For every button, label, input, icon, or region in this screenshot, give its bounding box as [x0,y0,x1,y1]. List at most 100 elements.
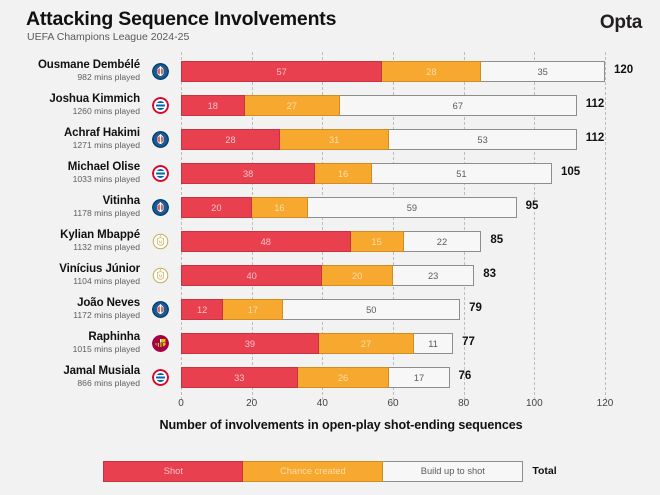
club-badge-barcelona-icon [152,335,169,352]
stacked-bar[interactable]: 39 27 11 [181,333,454,354]
player-label: Ousmane Dembélé 982 mins played [0,58,140,83]
player-minutes: 1033 mins played [72,174,140,184]
bar-segment-shot[interactable]: 12 [181,299,224,320]
stacked-bar[interactable]: 48 15 22 [181,231,482,252]
bar-segment-chance[interactable]: 31 [279,129,390,150]
bar-segment-build[interactable]: 35 [481,61,605,82]
chart-plot-area: Ousmane Dembélé 982 mins played 57 28 35 120 J… [0,52,660,402]
player-minutes: 1172 mins played [73,310,140,320]
player-name: Achraf Hakimi [63,127,140,139]
club-badge-realmadrid-icon: M [152,267,169,284]
stacked-bar[interactable]: 18 27 67 [181,95,577,116]
opta-logo-icon [566,10,591,35]
club-badge-psg-icon [152,131,169,148]
legend-item-build[interactable]: Build up to shot [383,460,524,482]
player-label: Achraf Hakimi 1271 mins played [0,126,140,151]
bar-segment-shot[interactable]: 28 [181,129,280,150]
x-tick-label: 100 [525,398,543,409]
bar-segment-build[interactable]: 51 [371,163,552,184]
bar-segment-chance[interactable]: 26 [297,367,390,388]
club-badge-realmadrid-icon: M [152,233,169,250]
bar-row: Achraf Hakimi 1271 mins played 28 31 53 112 [0,126,660,160]
bar-segment-build[interactable]: 11 [414,333,454,354]
row-total: 120 [614,64,634,76]
player-label: Jamal Musiala 866 mins played [0,364,140,389]
bar-segment-build[interactable]: 50 [283,299,461,320]
stacked-bar[interactable]: 38 16 51 [181,163,552,184]
legend-item-chance[interactable]: Chance created [243,460,384,482]
player-minutes: 1178 mins played [73,208,140,218]
stacked-bar[interactable]: 40 20 23 [181,265,475,286]
bar-row: Kylian Mbappé 1132 mins played M 48 15 22 85 [0,228,660,262]
legend-item-shot[interactable]: Shot [103,460,244,482]
player-label: Michael Olise 1033 mins played [0,160,140,185]
bar-segment-shot[interactable]: 38 [181,163,316,184]
gridline-0 [181,52,182,400]
bar-segment-chance[interactable]: 27 [318,333,415,354]
bar-segment-chance[interactable]: 17 [223,299,284,320]
bar-segment-shot[interactable]: 33 [181,367,298,388]
bar-segment-build[interactable]: 17 [389,367,450,388]
bar-segment-build[interactable]: 59 [308,197,517,218]
row-total: 112 [585,132,605,144]
stacked-bar[interactable]: 12 17 50 [181,299,461,320]
x-tick-label: 20 [246,398,258,409]
gridline-120 [605,52,606,400]
stacked-bar[interactable]: 57 28 35 [181,61,605,82]
row-total: 85 [490,234,504,246]
player-minutes: 1104 mins played [73,276,140,286]
player-label: Raphinha 1015 mins played [0,330,140,355]
legend-bar: Shot Chance created Build up to shot [103,460,524,482]
club-badge-bayern-icon [152,97,169,114]
player-name: Ousmane Dembélé [37,59,140,71]
bar-segment-chance[interactable]: 16 [251,197,309,218]
player-name: Vitinha [102,195,141,207]
player-label: Joshua Kimmich 1260 mins played [0,92,140,117]
opta-wordmark: Opta [599,11,642,33]
svg-text:M: M [158,274,162,279]
bar-segment-shot[interactable]: 39 [181,333,319,354]
row-total: 76 [458,370,472,382]
gridline-40 [322,52,324,400]
stacked-bar[interactable]: 20 16 59 [181,197,517,218]
club-badge-psg-icon [152,63,169,80]
row-total: 77 [462,336,475,348]
stacked-bar[interactable]: 33 26 17 [181,367,450,388]
bar-row: Michael Olise 1033 mins played 38 16 51 105 [0,160,660,194]
gridline-20 [251,52,253,400]
x-tick-label: 0 [178,398,184,409]
bar-segment-shot[interactable]: 40 [181,265,323,286]
x-tick-label: 80 [458,398,470,409]
x-tick-label: 40 [316,398,328,409]
bar-segment-chance[interactable]: 28 [382,61,482,82]
gridline-100 [534,52,536,400]
stacked-bar[interactable]: 28 31 53 [181,129,577,150]
player-name: Michael Olise [67,161,140,173]
bar-segment-chance[interactable]: 16 [315,163,372,184]
row-total: 105 [561,166,581,178]
bar-row: Jamal Musiala 866 mins played 33 26 17 76 [0,364,660,398]
chart-legend: Shot Chance created Build up to shot Total [0,456,660,486]
row-total: 83 [483,268,497,280]
player-name: Joshua Kimmich [49,93,140,105]
bar-segment-chance[interactable]: 20 [322,265,393,286]
bar-segment-chance[interactable]: 15 [350,231,404,252]
bar-segment-build[interactable]: 22 [403,231,482,252]
bar-segment-shot[interactable]: 20 [181,197,252,218]
player-name: Vinícius Júnior [59,263,140,275]
bar-segment-build[interactable]: 23 [392,265,475,286]
bar-row: Raphinha 1015 mins played 39 27 11 77 [0,330,660,364]
bar-segment-shot[interactable]: 18 [181,95,245,116]
bar-segment-shot[interactable]: 57 [181,61,383,82]
chart-header: Attacking Sequence Involvements UEFA Cha… [0,0,660,52]
player-name: Kylian Mbappé [60,229,140,241]
x-tick-label: 120 [596,398,614,409]
player-name: Jamal Musiala [63,365,140,377]
bar-segment-build[interactable]: 67 [339,95,577,116]
row-total: 112 [585,98,605,110]
bar-segment-build[interactable]: 53 [389,129,577,150]
x-axis-title: Number of involvements in open-play shot… [159,418,523,432]
opta-logo: Opta [564,8,642,37]
bar-segment-shot[interactable]: 48 [181,231,351,252]
bar-segment-chance[interactable]: 27 [244,95,340,116]
